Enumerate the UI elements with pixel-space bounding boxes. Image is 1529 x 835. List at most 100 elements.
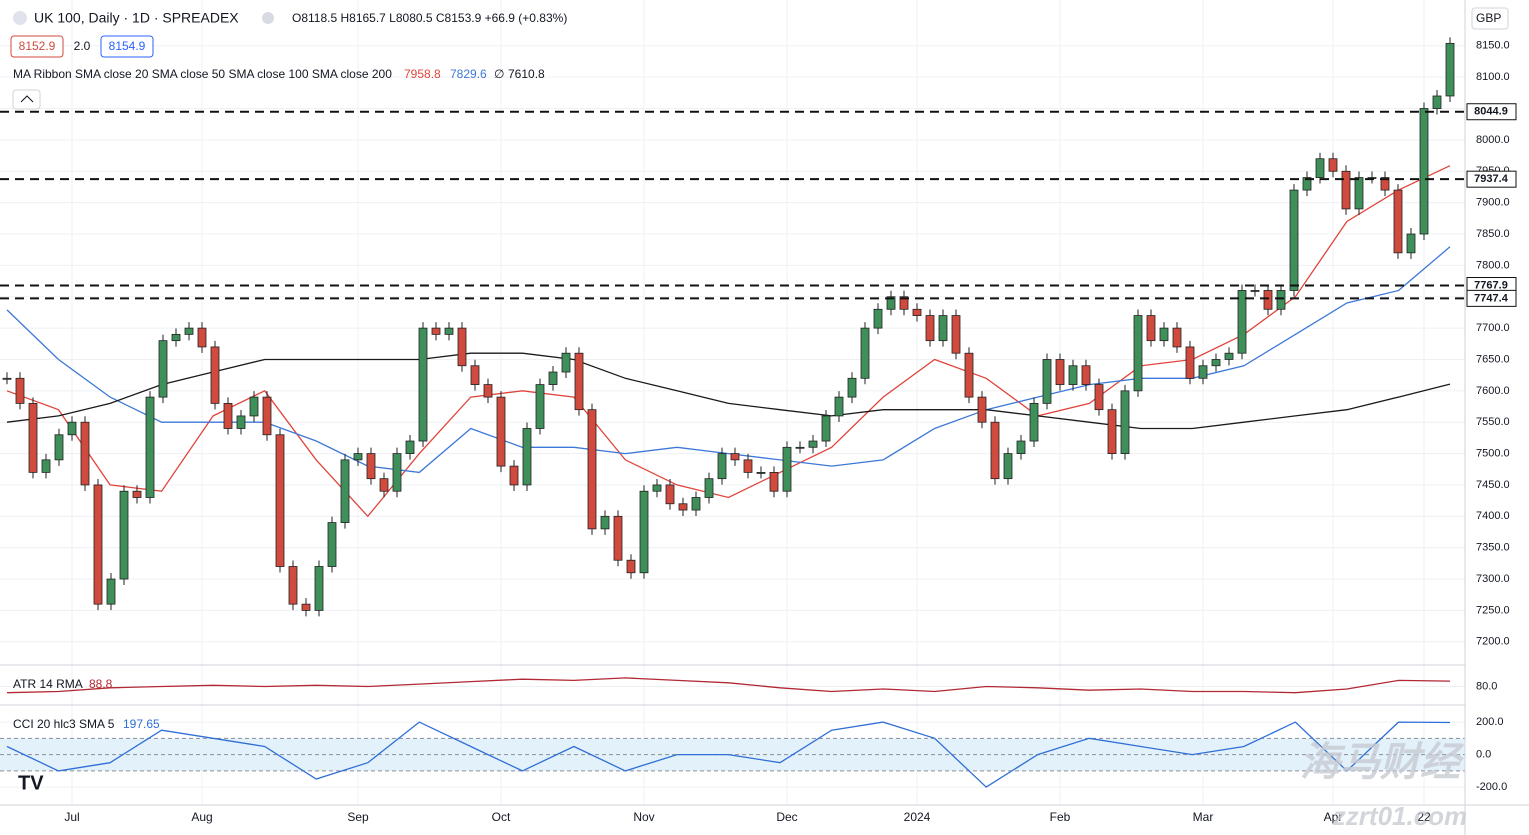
- candle: [691, 497, 701, 511]
- x-tick-label: Apr: [1324, 810, 1343, 824]
- candle: [418, 327, 428, 442]
- candle: [782, 446, 792, 492]
- collapse-button[interactable]: [12, 89, 41, 110]
- ma-title: MA Ribbon SMA close 20 SMA close 50 SMA …: [13, 67, 392, 81]
- candle: [1315, 158, 1325, 178]
- y-tick-label: 7450.0: [1476, 479, 1510, 491]
- candle: [639, 490, 649, 574]
- candle: [132, 490, 142, 498]
- candle: [652, 484, 662, 492]
- y-tick-label: 7300.0: [1476, 573, 1510, 585]
- candle: [756, 472, 766, 474]
- candle: [392, 453, 402, 492]
- candle: [288, 566, 298, 605]
- candle: [1003, 453, 1013, 480]
- candle: [873, 308, 883, 329]
- candle: [15, 377, 25, 404]
- candle: [1328, 158, 1338, 172]
- candle: [886, 296, 896, 310]
- candle: [990, 421, 1000, 480]
- currency-box[interactable]: [1471, 7, 1509, 30]
- ask-box[interactable]: [100, 35, 154, 58]
- candle: [717, 453, 727, 480]
- symbol-title[interactable]: UK 100, Daily · 1D · SPREADEX: [34, 10, 239, 26]
- cci-line: [6, 721, 1451, 788]
- candle: [808, 440, 818, 448]
- candle: [353, 453, 363, 461]
- candle: [41, 459, 51, 473]
- candle: [366, 453, 376, 480]
- candle: [574, 352, 584, 411]
- candle: [925, 315, 935, 342]
- candle: [1146, 315, 1156, 342]
- moving-average: [6, 165, 1451, 518]
- logo: TV: [18, 772, 44, 794]
- candle: [899, 296, 909, 310]
- symbol-icon[interactable]: [13, 11, 27, 25]
- candle: [1406, 233, 1416, 254]
- candle: [509, 465, 519, 486]
- candle: [314, 566, 324, 611]
- plot: [0, 37, 1465, 788]
- candle: [951, 315, 961, 354]
- candle: [1341, 170, 1351, 210]
- candle: [860, 327, 870, 379]
- y-tick-label: 8150.0: [1476, 40, 1510, 52]
- candle: [340, 459, 350, 523]
- y-tick-label: 7700.0: [1476, 322, 1510, 334]
- candle: [249, 396, 259, 417]
- cci-tick-label: -200.0: [1476, 781, 1507, 793]
- axes: 7200.0 7250.0 7300.0 7350.0 7400.0 7450.0 7500…: [64, 40, 1517, 824]
- candle: [67, 421, 77, 436]
- candle: [1029, 402, 1039, 442]
- y-tick-label: 7550.0: [1476, 416, 1510, 428]
- bid-box[interactable]: [10, 35, 64, 58]
- level-label: 7747.4: [1474, 292, 1509, 304]
- ma-value: 7829.6: [450, 67, 487, 81]
- y-tick-label: 7600.0: [1476, 385, 1510, 397]
- moving-average: [6, 352, 1451, 430]
- candle: [847, 377, 857, 398]
- candle: [795, 446, 805, 449]
- candle: [457, 327, 467, 367]
- candle: [600, 515, 610, 530]
- candle: [1354, 177, 1364, 210]
- candle: [80, 421, 90, 486]
- watermark: 海马财经: [1300, 741, 1465, 785]
- candle: [626, 559, 636, 574]
- candle: [236, 415, 246, 429]
- candle: [977, 396, 987, 423]
- candle: [678, 503, 688, 511]
- candle: [912, 308, 922, 316]
- settings-icon[interactable]: [262, 12, 274, 24]
- level-label: 7767.9: [1474, 279, 1508, 291]
- candle: [1211, 359, 1221, 367]
- candle: [561, 352, 571, 373]
- atr-value: 88.8: [89, 677, 113, 691]
- candle: [1068, 365, 1078, 385]
- candle: [587, 409, 597, 530]
- candle: [483, 384, 493, 398]
- candle: [1094, 384, 1104, 411]
- bid: 8152.9: [19, 39, 56, 53]
- x-tick-label: Oct: [492, 810, 511, 824]
- candle: [158, 340, 168, 398]
- candle: [938, 315, 948, 342]
- y-tick-label: 8000.0: [1476, 134, 1510, 146]
- x-tick-label: Dec: [776, 810, 797, 824]
- candle: [28, 402, 38, 473]
- candle: [1172, 327, 1182, 348]
- candle: [535, 384, 545, 429]
- candle: [262, 396, 272, 436]
- candle: [1445, 42, 1455, 97]
- candle: [2, 377, 12, 380]
- candle: [405, 440, 415, 454]
- candle: [1120, 390, 1130, 454]
- x-tick-label: Sep: [347, 810, 369, 824]
- candle: [743, 459, 753, 473]
- candle: [210, 346, 220, 404]
- cci-title: CCI 20 hlc3 SMA 5: [13, 717, 115, 731]
- candle: [431, 327, 441, 335]
- candle: [444, 327, 454, 335]
